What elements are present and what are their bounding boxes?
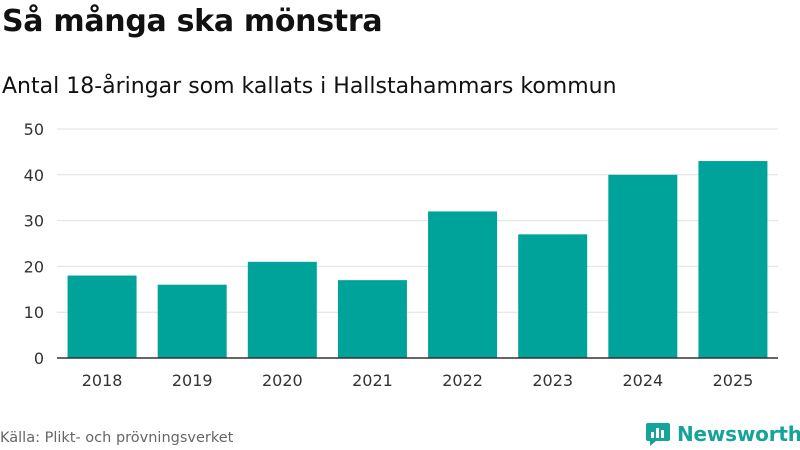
x-tick-label: 2022 — [442, 371, 483, 390]
y-tick-label: 0 — [34, 349, 44, 368]
newsworthy-logo-icon — [646, 423, 670, 446]
x-tick-label: 2021 — [352, 371, 393, 390]
x-tick-label: 2018 — [82, 371, 123, 390]
y-tick-label: 10 — [24, 303, 44, 322]
brand-name: Newsworthy — [677, 422, 800, 446]
bar — [608, 174, 678, 358]
chart-subtitle: Antal 18-åringar som kallats i Hallstaha… — [2, 74, 617, 99]
y-tick-label: 20 — [24, 257, 44, 276]
bar — [247, 261, 317, 358]
bar — [428, 211, 498, 358]
bar — [698, 161, 768, 358]
x-tick-label: 2024 — [622, 371, 663, 390]
y-tick-label: 30 — [24, 212, 44, 231]
x-tick-label: 2020 — [262, 371, 303, 390]
y-tick-label: 50 — [24, 120, 44, 139]
y-tick-label: 40 — [24, 166, 44, 185]
brand-logo: Newsworthy — [645, 421, 800, 447]
chart-title: Så många ska mönstra — [2, 4, 383, 39]
bar — [157, 284, 227, 358]
source-note: Källa: Plikt- och prövningsverket — [0, 430, 234, 446]
x-tick-label: 2019 — [172, 371, 213, 390]
x-tick-label: 2025 — [713, 371, 754, 390]
bar — [67, 275, 137, 358]
x-tick-label: 2023 — [532, 371, 573, 390]
bar — [518, 234, 588, 358]
bar — [337, 280, 407, 358]
